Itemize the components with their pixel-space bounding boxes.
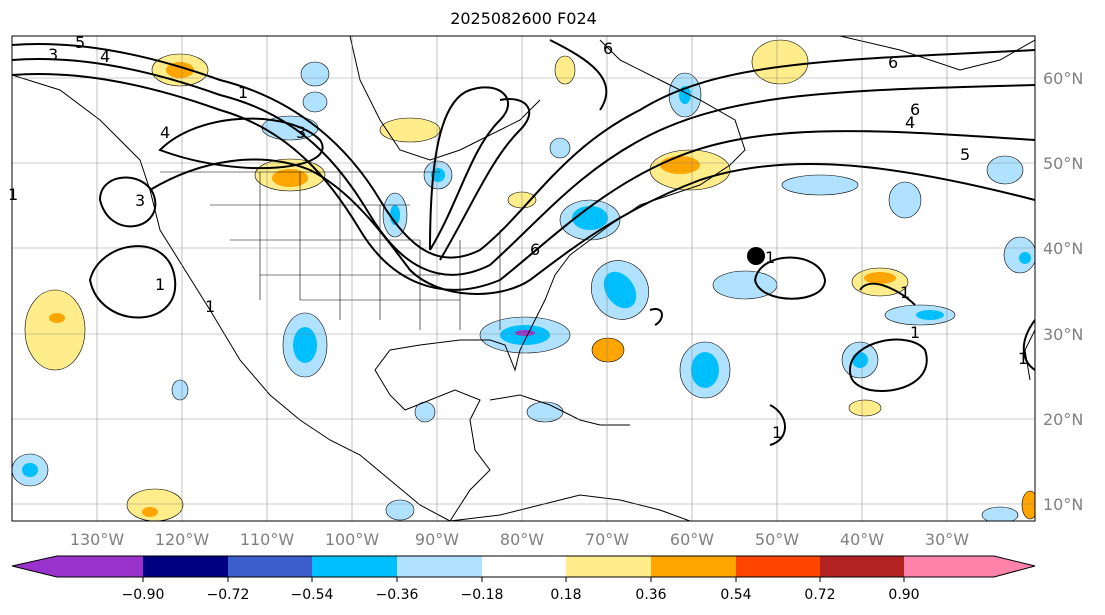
contour-label: 6 xyxy=(603,39,613,58)
lon-label: 90°W xyxy=(415,530,459,549)
colorbar-tick: 0.90 xyxy=(888,587,919,603)
colorbar-segment xyxy=(820,556,904,577)
contour-label: 1 xyxy=(900,283,910,302)
contour-label: 3 xyxy=(135,191,145,210)
colorbar-tick: −0.36 xyxy=(376,587,419,603)
lon-label: 40°W xyxy=(840,530,884,549)
shading xyxy=(12,39,1035,521)
colorbar-tick: 0.72 xyxy=(804,587,835,603)
coastlines xyxy=(12,36,1035,521)
latitude-labels: 60°N 50°N 40°N 30°N 20°N 10°N xyxy=(1043,69,1083,514)
lat-label: 40°N xyxy=(1043,239,1083,258)
lat-label: 50°N xyxy=(1043,154,1083,173)
contour-label: 6 xyxy=(530,240,540,259)
map-frame xyxy=(11,35,1036,522)
colorbar-extend-max xyxy=(904,556,1035,577)
contour-label: 1 xyxy=(772,423,782,442)
contour-label: 4 xyxy=(905,113,915,132)
lon-label: 120°W xyxy=(155,530,210,549)
colorbar-segment xyxy=(736,556,820,577)
colorbar-segment xyxy=(651,556,736,577)
gridlines xyxy=(12,36,1035,521)
map-area xyxy=(12,36,1035,521)
colorbar-segment xyxy=(482,556,566,577)
colorbar-tick-marks xyxy=(142,577,905,582)
contour-label: 1 xyxy=(910,323,920,342)
lat-label: 20°N xyxy=(1043,410,1083,429)
lon-label: 80°W xyxy=(500,530,544,549)
colorbar-segment xyxy=(566,556,651,577)
colorbar-segment xyxy=(143,556,228,577)
lon-label: 70°W xyxy=(585,530,629,549)
lon-label: 130°W xyxy=(70,530,125,549)
colorbar-tick: −0.54 xyxy=(291,587,334,603)
colorbar-tick: 0.36 xyxy=(635,587,666,603)
colorbar-segment xyxy=(397,556,482,577)
colorbar-tick: −0.90 xyxy=(122,587,165,603)
contour-label: 6 xyxy=(888,53,898,72)
colorbar-segment xyxy=(228,556,312,577)
lon-label: 50°W xyxy=(755,530,799,549)
lat-label: 60°N xyxy=(1043,69,1083,88)
contour-label: 1 xyxy=(205,297,215,316)
contour-label: 1 xyxy=(765,248,775,267)
lon-label: 100°W xyxy=(325,530,380,549)
contour-label: 5 xyxy=(75,33,85,52)
contour-label: 1 xyxy=(1018,349,1028,368)
lon-label: 110°W xyxy=(240,530,295,549)
contour-label: 3 xyxy=(296,123,306,142)
lat-label: 10°N xyxy=(1043,495,1083,514)
black-dot-marker xyxy=(747,247,765,265)
contour-label: 5 xyxy=(960,145,970,164)
longitude-labels: 130°W 120°W 110°W 100°W 90°W 80°W 70°W 6… xyxy=(70,530,969,549)
colorbar-segment xyxy=(312,556,397,577)
colorbar-tick: 0.54 xyxy=(720,587,751,603)
lon-label: 30°W xyxy=(925,530,969,549)
contour-label: 4 xyxy=(160,123,170,142)
lat-label: 30°N xyxy=(1043,325,1083,344)
contour-label: 1 xyxy=(238,83,248,102)
contour-label: 3 xyxy=(48,45,58,64)
lon-label: 60°W xyxy=(670,530,714,549)
colorbar-tick: −0.72 xyxy=(207,587,250,603)
contours xyxy=(12,39,1035,446)
contour-label: 1 xyxy=(155,275,165,294)
contour-label: 4 xyxy=(100,47,110,66)
colorbar-tick: −0.18 xyxy=(461,587,504,603)
contour-labels: 3 5 4 1 4 3 1 3 1 6 6 1 6 5 4 6 1 1 1 1 … xyxy=(8,33,1028,442)
colorbar-outline xyxy=(11,555,1036,578)
contour-label: 6 xyxy=(910,100,920,119)
colorbar-tick: 0.18 xyxy=(550,587,581,603)
colorbar: −0.90 −0.72 −0.54 −0.36 −0.18 0.18 0.36 … xyxy=(11,555,1036,603)
colorbar-extend-min xyxy=(12,556,143,577)
contour-label: 1 xyxy=(8,185,18,204)
map-title: 2025082600 F024 xyxy=(450,9,597,28)
